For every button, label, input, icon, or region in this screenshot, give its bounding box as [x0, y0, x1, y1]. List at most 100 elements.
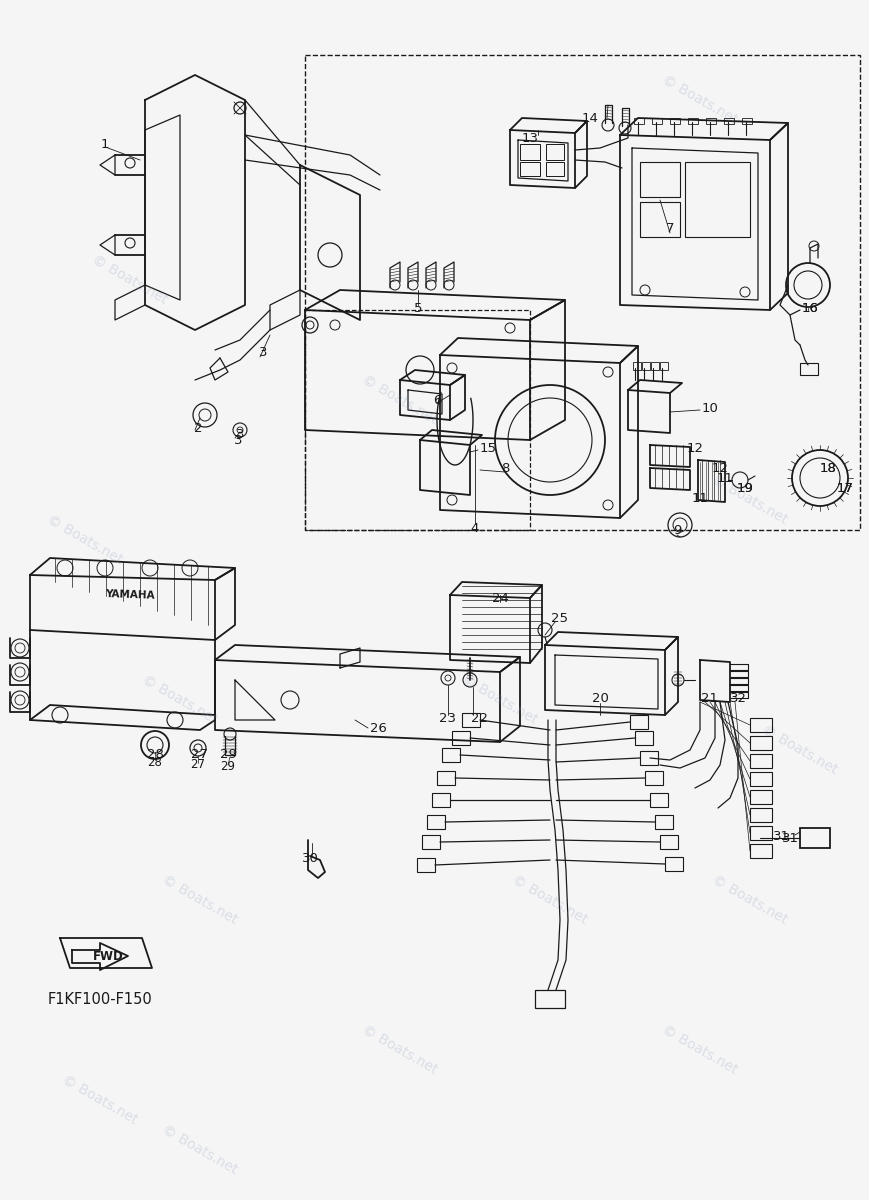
Text: © Boats.net: © Boats.net — [60, 1073, 140, 1127]
Bar — [800, 828, 830, 848]
Text: 13: 13 — [521, 132, 539, 144]
Bar — [685, 162, 750, 236]
Text: 28: 28 — [147, 748, 163, 761]
Bar — [645, 770, 663, 785]
Bar — [665, 857, 683, 871]
Text: YAMAHA: YAMAHA — [105, 589, 155, 601]
Bar — [750, 808, 772, 822]
Text: 21: 21 — [701, 691, 719, 704]
Bar — [640, 202, 680, 236]
Text: 5: 5 — [414, 301, 422, 314]
Text: FWD: FWD — [93, 949, 123, 962]
Text: 8: 8 — [501, 462, 509, 474]
Text: 20: 20 — [592, 691, 608, 704]
Bar — [520, 144, 540, 160]
Text: 16: 16 — [801, 301, 819, 314]
Bar — [724, 118, 734, 124]
Text: 3: 3 — [234, 433, 242, 446]
Bar — [660, 835, 678, 850]
Text: © Boats.net: © Boats.net — [140, 673, 220, 727]
Text: 31: 31 — [781, 832, 799, 845]
Bar — [432, 793, 450, 806]
Text: F1KF100-F150: F1KF100-F150 — [48, 992, 152, 1008]
Text: 10: 10 — [701, 402, 719, 414]
Text: © Boats.net: © Boats.net — [90, 253, 170, 307]
Text: 12: 12 — [712, 462, 728, 474]
Bar — [452, 731, 470, 745]
Bar — [750, 790, 772, 804]
Bar — [437, 770, 455, 785]
Text: 31: 31 — [773, 829, 790, 842]
Bar — [650, 793, 668, 806]
Bar — [750, 772, 772, 786]
Bar — [635, 731, 653, 745]
Bar — [417, 858, 435, 872]
Text: © Boats.net: © Boats.net — [460, 673, 541, 727]
Bar — [422, 835, 440, 850]
Text: 9: 9 — [673, 523, 681, 536]
Text: 19: 19 — [737, 481, 753, 494]
Bar — [640, 751, 658, 766]
Bar — [305, 310, 530, 530]
Bar — [750, 736, 772, 750]
Text: © Boats.net: © Boats.net — [160, 872, 240, 928]
Text: 17: 17 — [837, 481, 853, 494]
Text: 28: 28 — [148, 756, 163, 769]
Text: 22: 22 — [472, 712, 488, 725]
Bar — [462, 713, 480, 727]
Text: 6: 6 — [433, 394, 441, 407]
Text: 1: 1 — [101, 138, 109, 151]
Bar — [640, 162, 680, 197]
Text: © Boats.net: © Boats.net — [45, 512, 125, 568]
Bar — [642, 362, 650, 370]
Text: © Boats.net: © Boats.net — [360, 373, 441, 427]
Bar — [305, 55, 860, 530]
Text: © Boats.net: © Boats.net — [360, 1022, 441, 1078]
Bar — [630, 715, 648, 728]
Text: 18: 18 — [819, 462, 837, 474]
Text: © Boats.net: © Boats.net — [760, 722, 840, 778]
Bar — [660, 362, 668, 370]
Bar — [688, 118, 698, 124]
Text: 16: 16 — [801, 301, 819, 314]
Text: © Boats.net: © Boats.net — [660, 73, 740, 127]
Bar — [706, 118, 716, 124]
Text: © Boats.net: © Boats.net — [710, 473, 790, 527]
Text: 2: 2 — [194, 421, 202, 434]
Bar — [546, 144, 564, 160]
Text: 29: 29 — [220, 748, 236, 761]
Bar — [670, 118, 680, 124]
Bar — [750, 718, 772, 732]
Text: 24: 24 — [492, 592, 508, 605]
Text: © Boats.net: © Boats.net — [710, 872, 790, 928]
Bar — [742, 118, 752, 124]
Bar — [427, 815, 445, 829]
Bar — [652, 118, 662, 124]
Bar — [750, 844, 772, 858]
Text: 29: 29 — [221, 761, 235, 774]
Bar — [633, 362, 641, 370]
Text: 3: 3 — [235, 428, 244, 442]
Bar — [634, 118, 644, 124]
Text: 32: 32 — [729, 691, 746, 704]
Bar — [546, 162, 564, 176]
Text: 14: 14 — [581, 112, 599, 125]
Bar — [750, 826, 772, 840]
Text: 7: 7 — [666, 222, 674, 234]
Bar — [651, 362, 659, 370]
Text: 25: 25 — [552, 612, 568, 624]
Text: 17: 17 — [837, 481, 853, 494]
Text: 27: 27 — [191, 748, 209, 761]
Text: 3: 3 — [259, 347, 268, 360]
Text: 30: 30 — [302, 852, 318, 864]
Text: 27: 27 — [190, 758, 205, 772]
Text: © Boats.net: © Boats.net — [660, 1022, 740, 1078]
Bar — [535, 990, 565, 1008]
Text: 19: 19 — [737, 481, 753, 494]
Text: 11: 11 — [717, 472, 733, 485]
Bar — [655, 815, 673, 829]
Bar — [442, 748, 460, 762]
Text: 4: 4 — [471, 522, 479, 534]
Text: © Boats.net: © Boats.net — [160, 1123, 240, 1177]
Text: 15: 15 — [480, 442, 496, 455]
